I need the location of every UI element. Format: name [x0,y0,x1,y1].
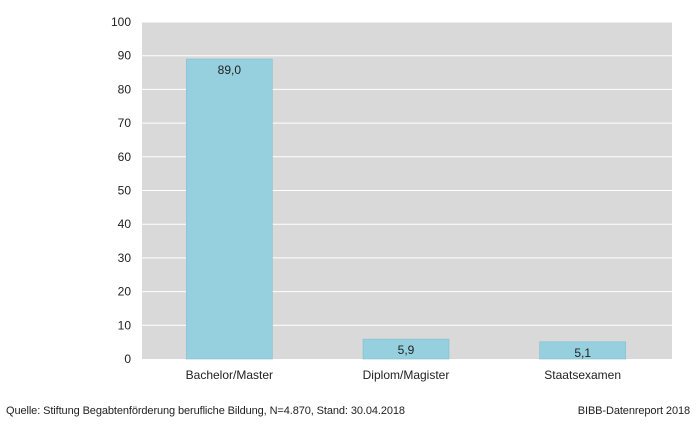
y-tick-label: 90 [118,49,132,63]
category-label: Bachelor/Master [186,368,273,382]
data-label: 5,1 [574,346,591,360]
y-tick-label: 0 [124,352,131,366]
category-labels: Bachelor/Master Diplom/Magister Staatsexam… [186,368,621,382]
bar-bachelor-master [186,58,273,360]
bars [186,58,626,360]
y-tick-label: 20 [118,285,132,299]
category-label: Diplom/Magister [363,368,450,382]
y-tick-label: 50 [118,184,132,198]
y-tick-label: 60 [118,150,132,164]
bar-staatsexamen [539,341,626,360]
source-note: Quelle: Stiftung Begabtenförderung beruf… [6,405,405,417]
y-axis-ticks: 0 10 20 30 40 50 60 70 80 90 100 [111,15,131,366]
bar-chart: 0 10 20 30 40 50 60 70 80 90 100 89,0 5,9 5,1 Bachel… [111,15,672,382]
data-label: 5,9 [398,343,415,357]
y-tick-label: 70 [118,116,132,130]
y-tick-label: 30 [118,251,132,265]
bar-diplom-magister [362,338,450,360]
y-tick-label: 10 [118,318,132,332]
data-label: 89,0 [218,63,242,77]
y-tick-label: 40 [118,217,132,231]
data-labels: 89,0 5,9 5,1 [218,63,592,360]
report-name: BIBB-Datenreport 2018 [577,405,690,417]
y-tick-label: 100 [111,15,131,29]
y-tick-label: 80 [118,82,132,96]
category-label: Staatsexamen [544,368,621,382]
